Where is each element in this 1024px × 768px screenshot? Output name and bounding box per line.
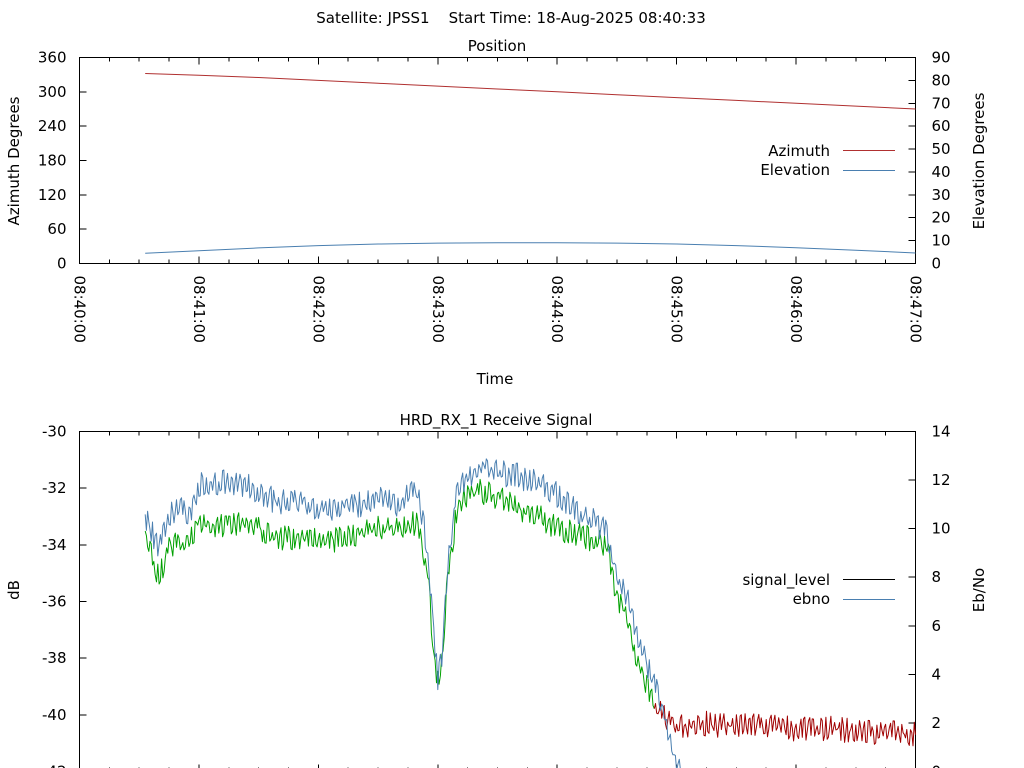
x-tick-label: 08:47:00 bbox=[907, 276, 925, 343]
series-line-elevation bbox=[145, 242, 916, 254]
y-tick-label: -40 bbox=[42, 706, 67, 724]
y-tick-label: -30 bbox=[42, 423, 67, 441]
position-y2-axis-label: Elevation Degrees bbox=[970, 92, 988, 229]
y2-tick-label: 70 bbox=[932, 94, 951, 112]
y2-tick-label: 60 bbox=[932, 117, 951, 135]
y-tick-label: -42 bbox=[42, 763, 67, 768]
x-tick-label: 08:41:00 bbox=[190, 276, 208, 343]
y2-tick-label: 10 bbox=[932, 232, 951, 250]
receive-signal-legend: signal_level ebno bbox=[742, 571, 895, 608]
series-line-signal_level-strong bbox=[144, 478, 655, 709]
series-line-azimuth bbox=[145, 73, 916, 110]
position-panel: Position Azimuth Degrees Elevation Degre… bbox=[5, 37, 988, 388]
y2-tick-label: 30 bbox=[932, 186, 951, 204]
position-x-axis-label: Time bbox=[476, 370, 514, 388]
x-tick-label: 08:40:00 bbox=[71, 276, 89, 343]
y2-tick-label: 10 bbox=[932, 520, 951, 538]
legend-label-azimuth: Azimuth bbox=[768, 142, 830, 160]
x-tick-label: 08:45:00 bbox=[668, 276, 686, 343]
y2-tick-label: 90 bbox=[932, 49, 951, 67]
y-tick-label: 0 bbox=[57, 255, 67, 273]
y2-tick-label: 6 bbox=[932, 617, 942, 635]
y2-tick-label: 40 bbox=[932, 163, 951, 181]
series-line-ebno bbox=[144, 458, 681, 768]
receive-signal-title: HRD_RX_1 Receive Signal bbox=[400, 411, 593, 430]
y2-tick-label: 14 bbox=[932, 423, 951, 441]
legend-label-elevation: Elevation bbox=[760, 161, 830, 179]
y-tick-label: 60 bbox=[47, 220, 66, 238]
x-tick-label: 08:43:00 bbox=[429, 276, 447, 343]
y-tick-label: 240 bbox=[38, 117, 67, 135]
receive-signal-y2-axis-label: Eb/No bbox=[970, 568, 988, 612]
y-tick-label: 300 bbox=[38, 83, 67, 101]
x-tick-label: 08:42:00 bbox=[309, 276, 327, 343]
y-tick-label: -38 bbox=[42, 649, 67, 667]
y-tick-label: 180 bbox=[38, 152, 67, 170]
x-tick-label: 08:46:00 bbox=[787, 276, 805, 343]
y2-tick-label: 50 bbox=[932, 140, 951, 158]
x-tick-label: 08:44:00 bbox=[548, 276, 566, 343]
receive-signal-y-axis-label: dB bbox=[5, 580, 23, 600]
y2-tick-label: 2 bbox=[932, 714, 942, 732]
y-tick-label: 360 bbox=[38, 49, 67, 67]
y-tick-label: -36 bbox=[42, 593, 67, 611]
y-tick-label: -34 bbox=[42, 536, 67, 554]
receive-signal-panel: HRD_RX_1 Receive Signal dB Eb/No -30 -32 -… bbox=[5, 411, 988, 768]
y2-tick-label: 0 bbox=[932, 255, 942, 273]
position-title: Position bbox=[468, 37, 526, 55]
y2-tick-label: 12 bbox=[932, 471, 951, 489]
receive-signal-plot-frame bbox=[79, 431, 916, 768]
position-legend: Azimuth Elevation bbox=[760, 142, 895, 179]
y-tick-label: -32 bbox=[42, 479, 67, 497]
y2-tick-label: 4 bbox=[932, 665, 942, 683]
legend-label-ebno: ebno bbox=[793, 590, 830, 608]
series-line-signal_level-floor bbox=[653, 700, 916, 747]
y2-tick-label: 0 bbox=[932, 763, 942, 768]
y-tick-label: 120 bbox=[38, 186, 67, 204]
legend-label-signal-level: signal_level bbox=[742, 571, 830, 590]
figure-title: Satellite: JPSS1 Start Time: 18-Aug-2025… bbox=[316, 9, 706, 27]
y2-tick-label: 80 bbox=[932, 71, 951, 89]
position-y-axis-label: Azimuth Degrees bbox=[5, 96, 23, 225]
y2-tick-label: 8 bbox=[932, 568, 942, 586]
y2-tick-label: 20 bbox=[932, 209, 951, 227]
